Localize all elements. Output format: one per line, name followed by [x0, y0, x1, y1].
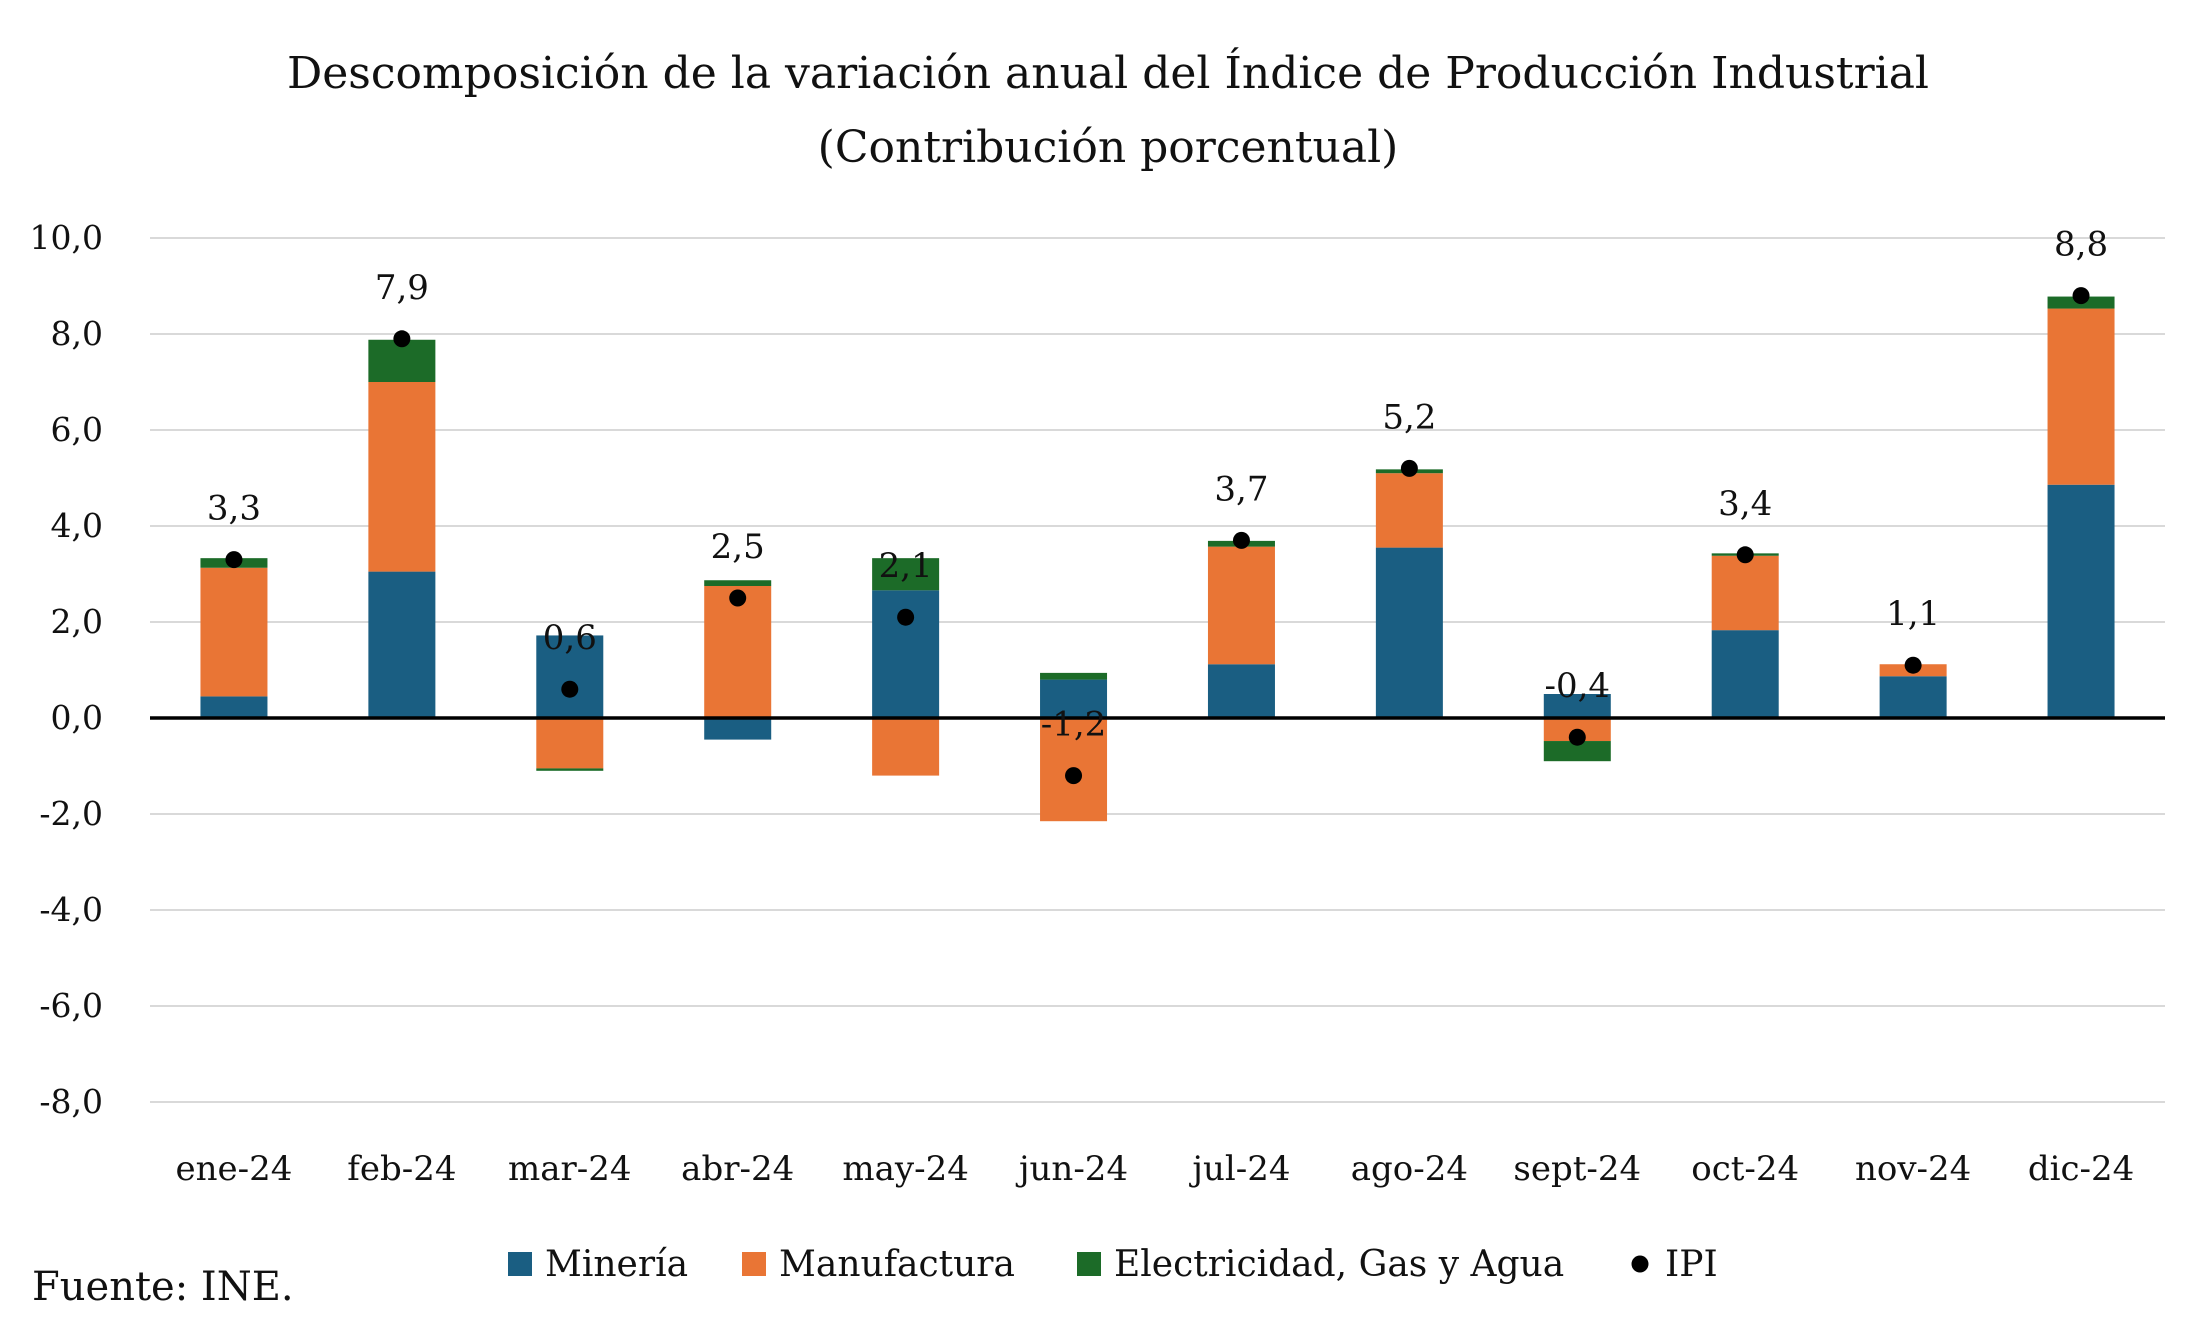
bar-segment-manufactura [200, 567, 268, 697]
data-label: 3,3 [207, 489, 261, 529]
ipi-point [1232, 531, 1250, 549]
ipi-point [393, 330, 411, 348]
source-note: Fuente: INE. [32, 1264, 294, 1310]
bar-segment-electricidad-gas-y-agua [1040, 672, 1108, 680]
bar-segment-miner-a [704, 718, 772, 740]
bar-segment-manufactura [1711, 555, 1779, 631]
data-label: 1,1 [1886, 594, 1940, 634]
bar-segment-miner-a [536, 635, 604, 718]
x-category-label: ago-24 [1351, 1149, 1468, 1189]
legend-label: IPI [1665, 1244, 1718, 1285]
ipi-point [1736, 546, 1754, 564]
legend-marker [1631, 1255, 1649, 1273]
ipi-point [561, 680, 579, 698]
bar-segment-manufactura [368, 382, 436, 572]
x-category-label: abr-24 [681, 1149, 794, 1189]
bar-segment-manufactura [1207, 546, 1275, 665]
y-tick-label: 0,0 [51, 698, 103, 737]
y-tick-label: 10,0 [30, 218, 103, 257]
data-label: 2,5 [711, 527, 765, 567]
data-label: 0,6 [543, 618, 597, 658]
bar-segment-miner-a [1207, 664, 1275, 718]
ipi-points [225, 287, 2090, 785]
legend-swatch [742, 1252, 766, 1276]
ipi-point [729, 589, 747, 607]
ipi-point [225, 551, 243, 569]
x-category-label: oct-24 [1691, 1149, 1799, 1189]
x-category-label: nov-24 [1855, 1149, 1971, 1189]
y-tick-label: -8,0 [39, 1082, 103, 1121]
legend-label: Manufactura [779, 1244, 1015, 1285]
bar-segment-manufactura [2047, 308, 2115, 485]
bar-segment-manufactura [872, 718, 940, 776]
x-category-label: ene-24 [176, 1149, 293, 1189]
data-labels: 3,3 7,9 0,6 2,5 2,1 -1,2 3,7 5,2 -0,4 3,4 1,1 8,8 [207, 225, 2108, 745]
y-tick-label: 2,0 [51, 602, 103, 641]
bar-segment-miner-a [1375, 547, 1443, 718]
bar-segment-miner-a [1879, 676, 1947, 718]
legend: Minería Manufactura Electricidad, Gas y Ag… [508, 1244, 1718, 1285]
ipi-point [2072, 287, 2090, 305]
bar-segment-electricidad-gas-y-agua [704, 580, 772, 586]
ipi-point [897, 608, 915, 626]
x-category-label: sept-24 [1513, 1149, 1641, 1189]
bar-segment-miner-a [1711, 630, 1779, 718]
x-category-label: may-24 [842, 1149, 968, 1189]
x-category-label: jun-24 [1015, 1149, 1128, 1189]
data-label: 5,2 [1382, 397, 1436, 437]
bar-segment-manufactura [704, 586, 772, 718]
legend-swatch [1077, 1252, 1101, 1276]
chart-subtitle: (Contribución porcentual) [818, 122, 1399, 173]
ipi-point [1400, 459, 1418, 477]
bar-segment-manufactura [536, 718, 604, 769]
data-label: 7,9 [375, 268, 429, 308]
data-label: 3,7 [1214, 469, 1268, 509]
x-category-label: feb-24 [347, 1149, 456, 1189]
y-tick-label: -6,0 [39, 986, 103, 1025]
y-tick-label: 4,0 [51, 506, 103, 545]
bar-segment-miner-a [200, 696, 268, 718]
y-tick-label: 8,0 [51, 314, 103, 353]
data-label: 3,4 [1718, 484, 1772, 524]
bar-segment-electricidad-gas-y-agua [872, 558, 940, 591]
y-tick-label: 6,0 [51, 410, 103, 449]
legend-label: Electricidad, Gas y Agua [1114, 1244, 1564, 1285]
x-category-label: jul-24 [1188, 1149, 1290, 1189]
bar-segment-electricidad-gas-y-agua [536, 768, 604, 771]
x-category-label: dic-24 [2028, 1149, 2134, 1189]
data-label: -0,4 [1545, 666, 1611, 706]
gridlines [150, 237, 2165, 1103]
data-label: -1,2 [1041, 705, 1107, 745]
y-axis-ticks: 10,0 8,0 6,0 4,0 2,0 0,0 -2,0 -4,0 -6,0 -8,0 [30, 218, 103, 1121]
bar-segment-miner-a [1543, 694, 1611, 718]
bar-segment-miner-a [368, 571, 436, 718]
ipi-point [1904, 656, 1922, 674]
chart-title: Descomposición de la variación anual del… [287, 46, 1929, 99]
y-tick-label: -2,0 [39, 794, 103, 833]
data-label: 2,1 [879, 546, 933, 586]
legend-swatch [508, 1252, 532, 1276]
bar-segment-manufactura [1375, 473, 1443, 548]
stacked-bars [200, 296, 2115, 822]
bar-segment-miner-a [1040, 679, 1108, 718]
legend-label: Minería [545, 1244, 688, 1285]
bar-segment-miner-a [2047, 484, 2115, 718]
x-category-label: mar-24 [508, 1149, 632, 1189]
bar-segment-electricidad-gas-y-agua [1543, 741, 1611, 762]
y-tick-label: -4,0 [39, 890, 103, 929]
ipi-point [1568, 728, 1586, 746]
data-label: 8,8 [2054, 225, 2108, 265]
x-axis-categories: ene-24 feb-24 mar-24 abr-24 may-24 jun-24 jul-… [176, 1149, 2135, 1189]
ipi-point [1065, 767, 1083, 785]
